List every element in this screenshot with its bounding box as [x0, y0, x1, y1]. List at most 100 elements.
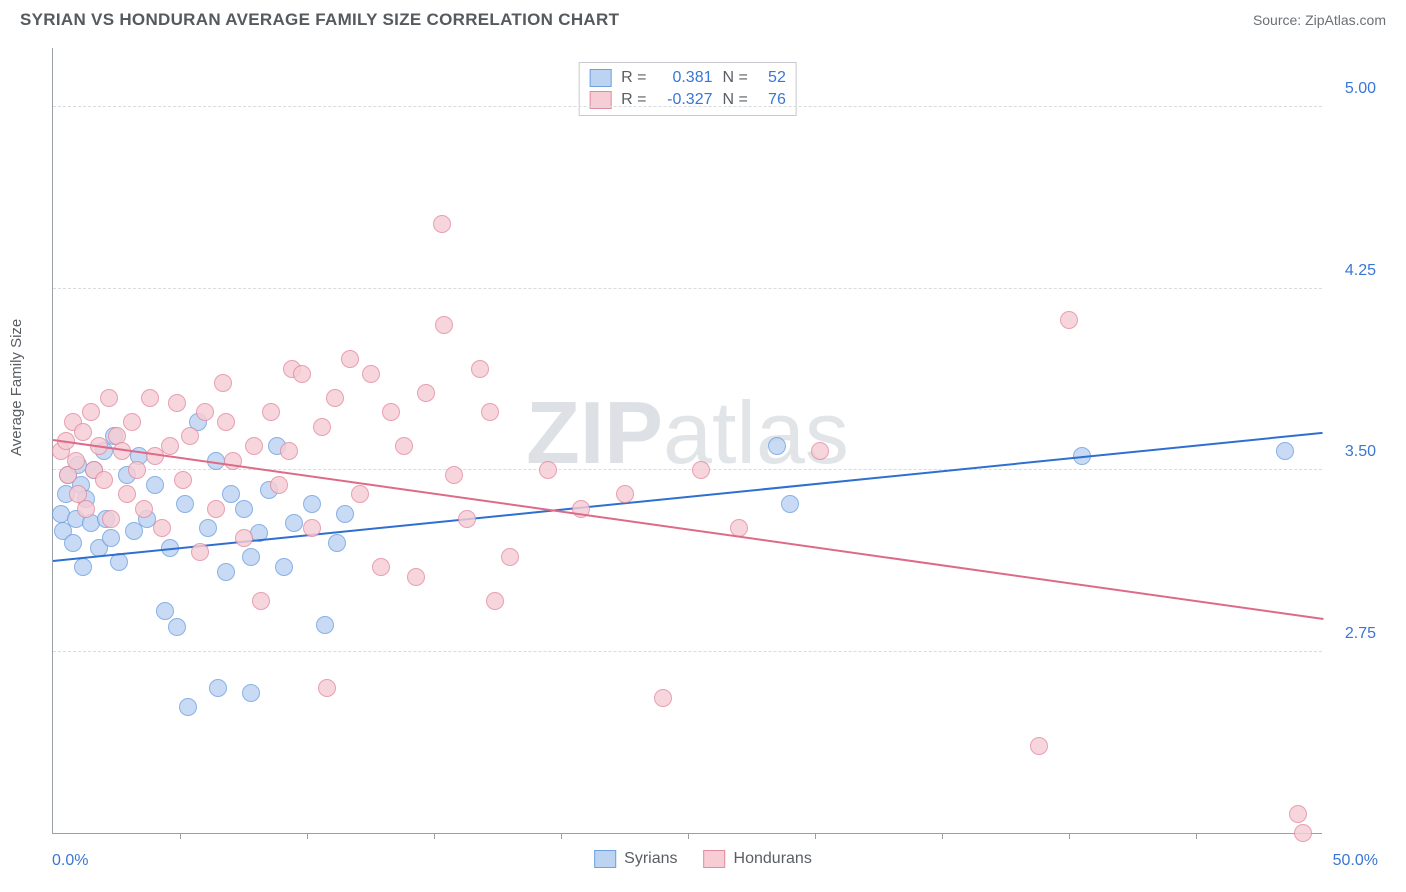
x-tick — [180, 833, 181, 839]
y-tick-label: 3.50 — [1345, 443, 1376, 461]
y-axis-label: Average Family Size — [8, 319, 25, 456]
data-point — [362, 365, 380, 383]
data-point — [82, 403, 100, 421]
data-point — [501, 548, 519, 566]
data-point — [235, 500, 253, 518]
data-point — [196, 403, 214, 421]
data-point — [293, 365, 311, 383]
legend-swatch — [589, 69, 611, 87]
data-point — [95, 471, 113, 489]
stat-r-label: R = — [621, 69, 646, 87]
header: SYRIAN VS HONDURAN AVERAGE FAMILY SIZE C… — [0, 0, 1406, 36]
data-point — [275, 558, 293, 576]
gridline — [53, 288, 1322, 289]
data-point — [168, 394, 186, 412]
x-tick — [942, 833, 943, 839]
x-tick — [1069, 833, 1070, 839]
data-point — [481, 403, 499, 421]
data-point — [217, 563, 235, 581]
data-point — [199, 519, 217, 537]
x-max-label: 50.0% — [1333, 852, 1378, 870]
gridline — [53, 651, 1322, 652]
data-point — [303, 519, 321, 537]
bottom-legend: Syrians Hondurans — [594, 850, 812, 868]
y-tick-label: 5.00 — [1345, 80, 1376, 98]
data-point — [67, 452, 85, 470]
data-point — [326, 389, 344, 407]
gridline — [53, 469, 1322, 470]
data-point — [74, 423, 92, 441]
data-point — [217, 413, 235, 431]
data-point — [123, 413, 141, 431]
bottom-legend-item: Hondurans — [704, 850, 812, 868]
data-point — [328, 534, 346, 552]
source-label: Source: ZipAtlas.com — [1253, 12, 1386, 28]
chart-container: Average Family Size ZIPatlas R =0.381N =… — [0, 36, 1406, 872]
data-point — [141, 389, 159, 407]
data-point — [191, 543, 209, 561]
data-point — [222, 485, 240, 503]
data-point — [153, 519, 171, 537]
stat-legend-row: R =-0.327N =76 — [589, 89, 786, 111]
bottom-legend-item: Syrians — [594, 850, 677, 868]
data-point — [313, 418, 331, 436]
data-point — [156, 602, 174, 620]
stat-legend-row: R = 0.381 N = 52 — [589, 67, 786, 89]
stat-legend: R = 0.381 N = 52 R =-0.327N =76 — [578, 62, 797, 116]
data-point — [242, 684, 260, 702]
data-point — [262, 403, 280, 421]
data-point — [471, 360, 489, 378]
data-point — [1030, 737, 1048, 755]
data-point — [64, 534, 82, 552]
x-tick — [1196, 833, 1197, 839]
data-point — [303, 495, 321, 513]
y-tick-label: 2.75 — [1345, 625, 1376, 643]
data-point — [768, 437, 786, 455]
x-min-label: 0.0% — [52, 852, 88, 870]
data-point — [245, 437, 263, 455]
data-point — [214, 374, 232, 392]
stat-n-label: N = — [723, 69, 748, 87]
data-point — [209, 679, 227, 697]
data-point — [181, 427, 199, 445]
data-point — [285, 514, 303, 532]
legend-swatch — [704, 850, 726, 868]
data-point — [161, 437, 179, 455]
data-point — [270, 476, 288, 494]
data-point — [174, 471, 192, 489]
data-point — [128, 461, 146, 479]
data-point — [207, 500, 225, 518]
x-tick — [561, 833, 562, 839]
stat-r-value: 0.381 — [657, 69, 713, 87]
data-point — [316, 616, 334, 634]
data-point — [102, 510, 120, 528]
data-point — [395, 437, 413, 455]
data-point — [179, 698, 197, 716]
data-point — [417, 384, 435, 402]
gridline — [53, 106, 1322, 107]
x-tick — [688, 833, 689, 839]
data-point — [654, 689, 672, 707]
data-point — [74, 558, 92, 576]
data-point — [77, 500, 95, 518]
data-point — [235, 529, 253, 547]
data-point — [445, 466, 463, 484]
data-point — [539, 461, 557, 479]
x-tick — [815, 833, 816, 839]
data-point — [351, 485, 369, 503]
data-point — [102, 529, 120, 547]
stat-n-value: 52 — [758, 69, 786, 87]
data-point — [280, 442, 298, 460]
data-point — [1294, 824, 1312, 842]
data-point — [176, 495, 194, 513]
data-point — [407, 568, 425, 586]
data-point — [433, 215, 451, 233]
legend-label: Syrians — [624, 850, 677, 868]
data-point — [118, 485, 136, 503]
data-point — [616, 485, 634, 503]
x-tick — [434, 833, 435, 839]
data-point — [781, 495, 799, 513]
data-point — [1276, 442, 1294, 460]
legend-label: Hondurans — [734, 850, 812, 868]
data-point — [382, 403, 400, 421]
